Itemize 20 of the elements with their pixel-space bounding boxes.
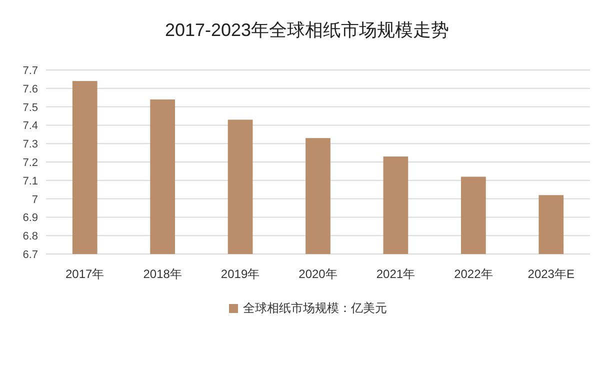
y-tick-label: 7.6 xyxy=(22,83,38,96)
x-tick-label: 2021年 xyxy=(376,267,416,281)
y-tick-label: 7.2 xyxy=(22,157,38,169)
y-tick-label: 6.7 xyxy=(22,249,38,261)
x-tick-label: 2022年 xyxy=(454,267,493,281)
x-tick-label: 2018年 xyxy=(143,267,182,281)
chart-title: 2017-2023年全球相纸市场规模走势 xyxy=(164,20,450,40)
y-tick-label: 7.5 xyxy=(22,102,38,114)
y-tick-label: 7.3 xyxy=(22,138,38,151)
y-tick-label: 6.9 xyxy=(22,212,38,224)
legend-label: 全球相纸市场规模：亿美元 xyxy=(243,301,387,315)
y-tick-label: 7 xyxy=(32,194,38,206)
y-tick-label: 7.7 xyxy=(22,65,38,77)
x-tick-label: 2023年E xyxy=(528,267,574,281)
x-tick-label: 2019年 xyxy=(220,267,260,281)
y-tick-label: 7.1 xyxy=(22,175,38,188)
x-tick-label: 2017年 xyxy=(66,267,104,281)
y-tick-label: 6.8 xyxy=(22,230,38,243)
x-tick-label: 2020年 xyxy=(298,267,338,281)
y-tick-label: 7.4 xyxy=(22,120,38,132)
